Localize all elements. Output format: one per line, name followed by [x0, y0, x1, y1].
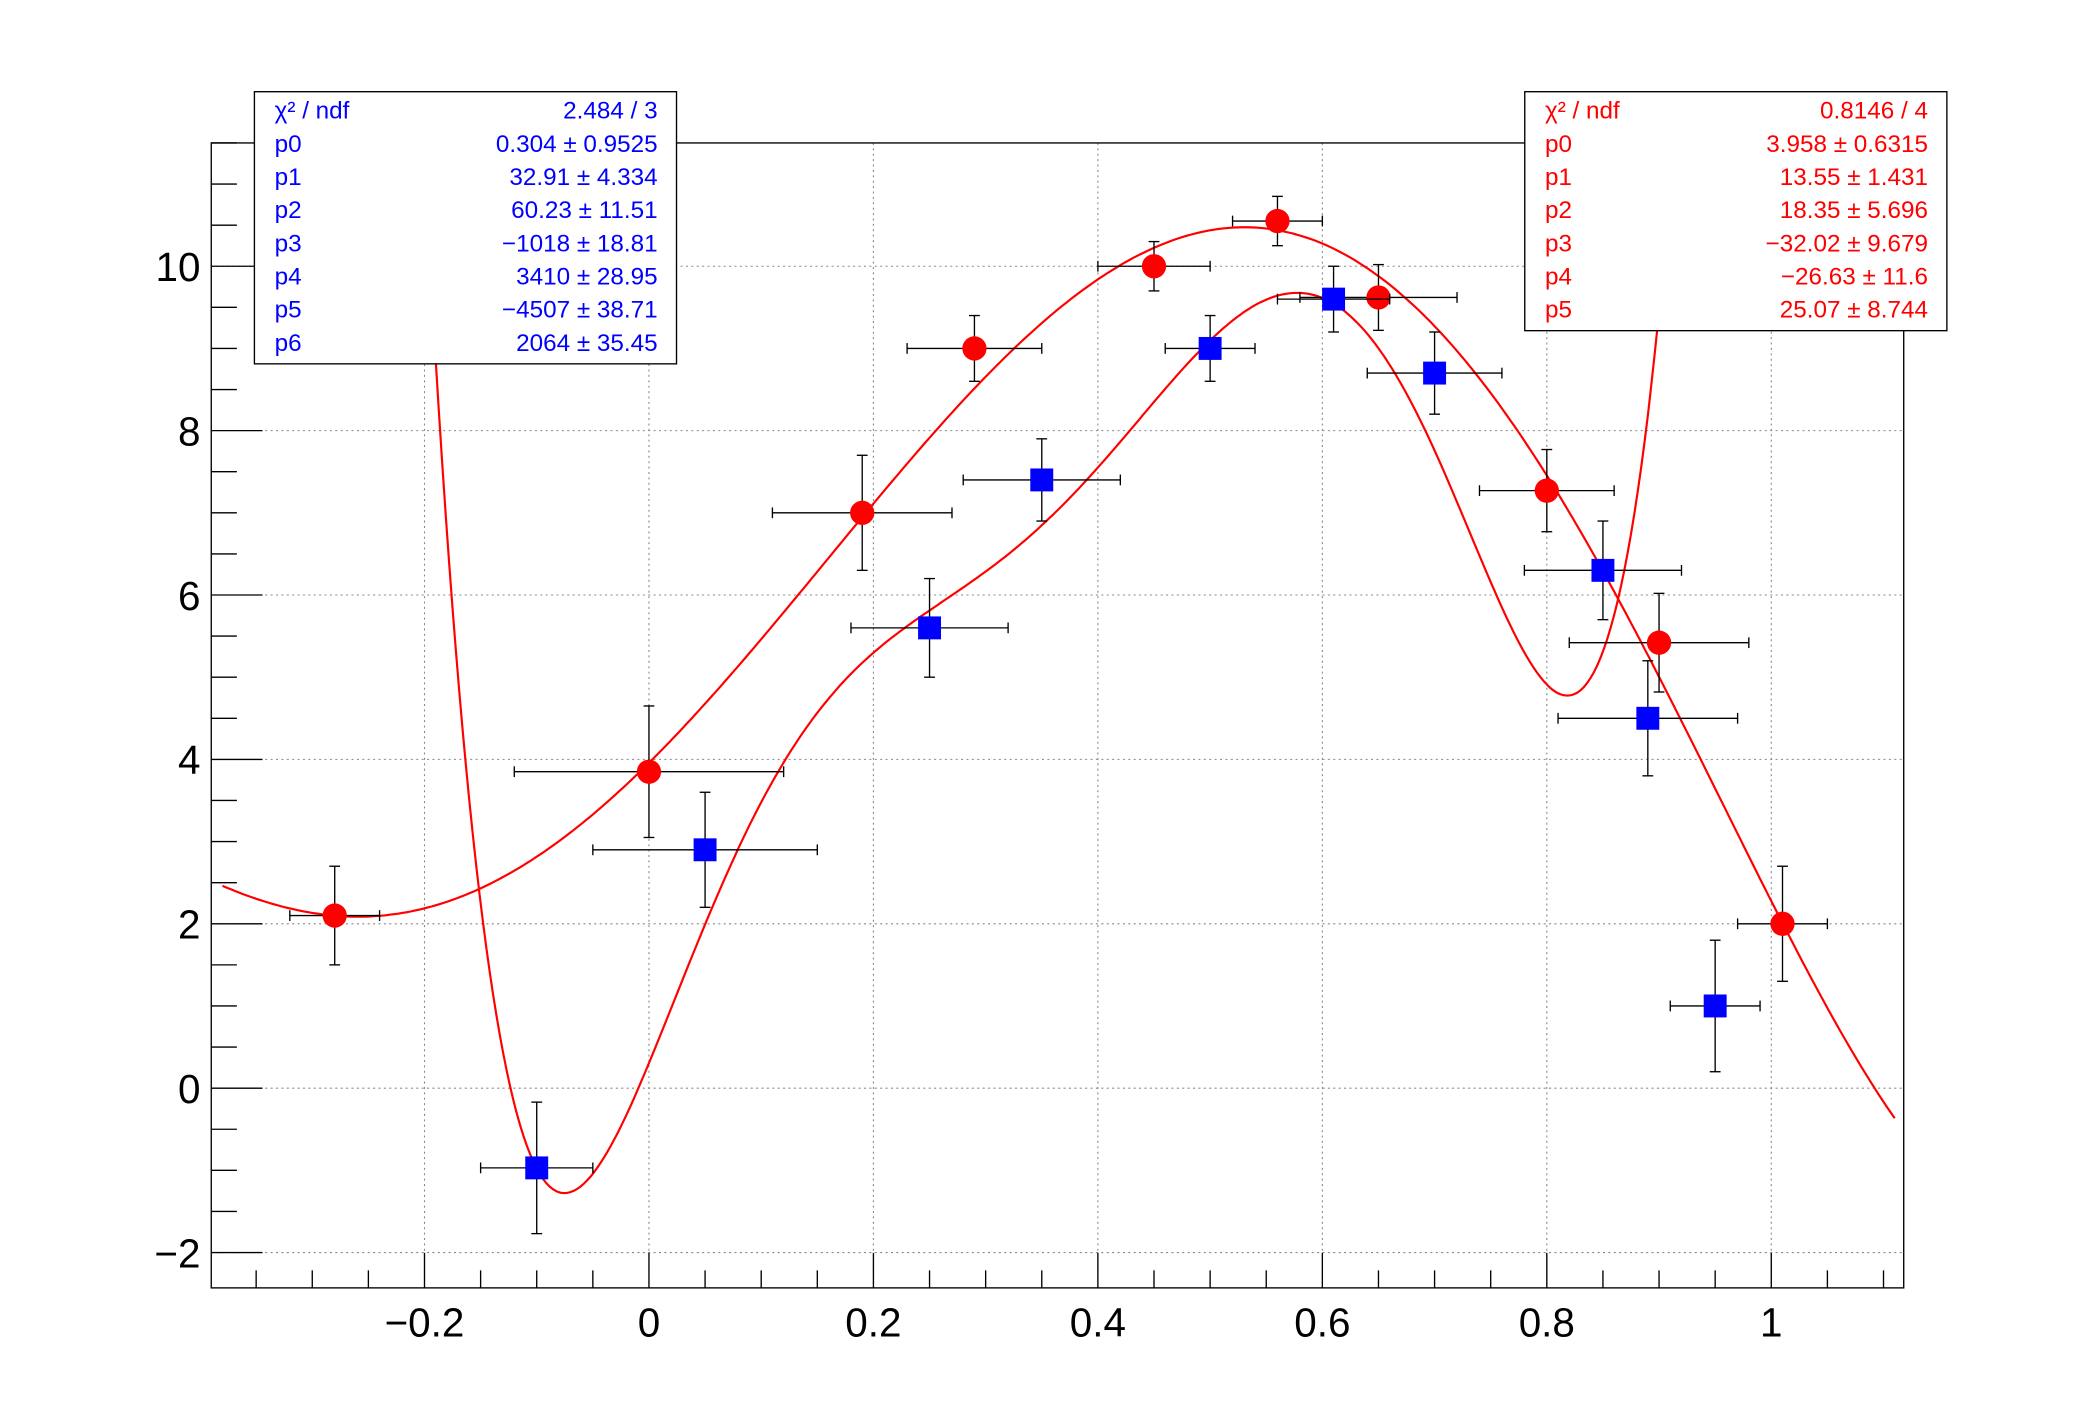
data-point: [1164, 314, 1256, 382]
stat-label: p6: [275, 330, 302, 357]
square-marker: [918, 616, 942, 640]
data-point: [906, 314, 1043, 382]
stat-label: p5: [275, 297, 302, 324]
square-marker: [525, 1156, 549, 1180]
stat-value: 3.958 ± 0.6315: [1766, 131, 1928, 158]
stat-label: p0: [1545, 131, 1572, 158]
stat-label: p5: [1545, 297, 1572, 324]
data-point: [479, 1101, 594, 1235]
data-points: [289, 195, 1829, 1235]
data-point: [771, 454, 953, 572]
y-tick-label: 0: [178, 1066, 201, 1112]
stat-label: p1: [1545, 164, 1572, 191]
stat-label: p1: [275, 164, 302, 191]
data-point: [289, 865, 381, 966]
data-point: [1276, 265, 1391, 333]
stat-label: χ² / ndf: [1545, 98, 1620, 125]
stat-value: 32.91 ± 4.334: [509, 164, 657, 191]
y-tick-label: −2: [154, 1230, 200, 1276]
data-point: [962, 438, 1122, 522]
y-tick-label: 2: [178, 902, 201, 948]
circle-marker: [636, 759, 662, 784]
fit-curve-pol6: [422, 142, 1675, 1195]
square-marker: [1030, 468, 1054, 492]
circle-marker: [1265, 208, 1290, 234]
stat-label: p4: [1545, 264, 1572, 291]
x-tick-label: 0: [638, 1299, 661, 1345]
stat-value: 2.484 / 3: [563, 98, 657, 125]
stats-box-frame: [253, 91, 678, 365]
x-tick-label: 0.6: [1294, 1299, 1350, 1345]
y-tick-label: 4: [178, 737, 201, 783]
data-point: [1366, 331, 1503, 415]
stat-value: 13.55 ± 1.431: [1780, 164, 1928, 191]
stat-value: 2064 ± 35.45: [516, 330, 658, 357]
data-point: [1568, 592, 1750, 693]
fit-curve-pol5: [222, 226, 1896, 1119]
square-marker: [1636, 706, 1660, 730]
stat-label: p4: [275, 264, 302, 291]
data-point: [513, 705, 785, 839]
stats-box-top-right: χ² / ndf 0.8146 / 4 p0 3.958 ± 0.6315 p1 13.5…: [1524, 91, 1948, 332]
axis-ticks: −0.2 0 0.2 0.4 0.6 0.8 1 −2 0 2 4 6 8 10: [154, 142, 1885, 1345]
data-point: [1523, 520, 1683, 621]
stat-label: p0: [275, 131, 302, 158]
data-point: [850, 577, 1009, 678]
stat-value: 60.23 ± 11.51: [511, 197, 657, 224]
data-point: [1231, 195, 1324, 247]
stat-value: 18.35 ± 5.696: [1780, 197, 1928, 224]
y-tick-label: 8: [178, 408, 201, 454]
stat-value: −4507 ± 38.71: [502, 297, 658, 324]
square-marker: [1198, 336, 1222, 360]
circle-marker: [850, 500, 875, 525]
circle-marker: [1366, 285, 1391, 310]
stat-value: −32.02 ± 9.679: [1766, 230, 1928, 257]
circle-marker: [1646, 630, 1672, 655]
data-point: [1736, 865, 1829, 982]
stat-label: p2: [1545, 197, 1572, 224]
stat-label: p2: [275, 197, 302, 224]
data-point: [1478, 448, 1615, 533]
stats-box-frame: [1524, 91, 1948, 332]
fit-curves: [222, 142, 1896, 1195]
x-tick-label: −0.2: [385, 1299, 465, 1345]
x-tick-label: 0.2: [845, 1299, 901, 1345]
stat-value: 0.304 ± 0.9525: [496, 131, 658, 158]
circle-marker: [1141, 254, 1167, 279]
y-tick-label: 6: [178, 573, 201, 619]
circle-marker: [962, 336, 987, 361]
square-marker: [1703, 994, 1727, 1018]
square-marker: [1322, 287, 1346, 311]
circle-marker: [1534, 478, 1559, 503]
data-point: [1669, 939, 1761, 1073]
x-tick-label: 0.8: [1519, 1299, 1575, 1345]
stat-label: χ² / ndf: [275, 98, 350, 125]
stat-value: −26.63 ± 11.6: [1781, 264, 1928, 291]
x-tick-label: 1: [1760, 1299, 1783, 1345]
data-point: [1557, 660, 1739, 777]
stat-label: p3: [275, 230, 302, 257]
square-marker: [693, 838, 717, 862]
stats-box-top-left: χ² / ndf 2.484 / 3 p0 0.304 ± 0.9525 p1 32.91…: [253, 91, 678, 365]
x-tick-label: 0.4: [1070, 1299, 1126, 1345]
stat-value: −1018 ± 18.81: [502, 230, 658, 257]
y-tick-label: 10: [155, 244, 200, 290]
circle-marker: [1770, 911, 1795, 936]
square-marker: [1591, 558, 1615, 582]
plot-frame: [210, 142, 1905, 1289]
stat-value: 25.07 ± 8.744: [1780, 297, 1928, 324]
square-marker: [1423, 361, 1447, 385]
stat-label: p3: [1545, 230, 1572, 257]
stat-value: 0.8146 / 4: [1820, 98, 1928, 125]
circle-marker: [322, 903, 347, 928]
stats-boxes: χ² / ndf 2.484 / 3 p0 0.304 ± 0.9525 p1 32.91…: [253, 91, 1948, 365]
data-point: [1097, 240, 1211, 292]
stat-value: 3410 ± 28.95: [516, 264, 658, 291]
data-point: [592, 791, 818, 909]
